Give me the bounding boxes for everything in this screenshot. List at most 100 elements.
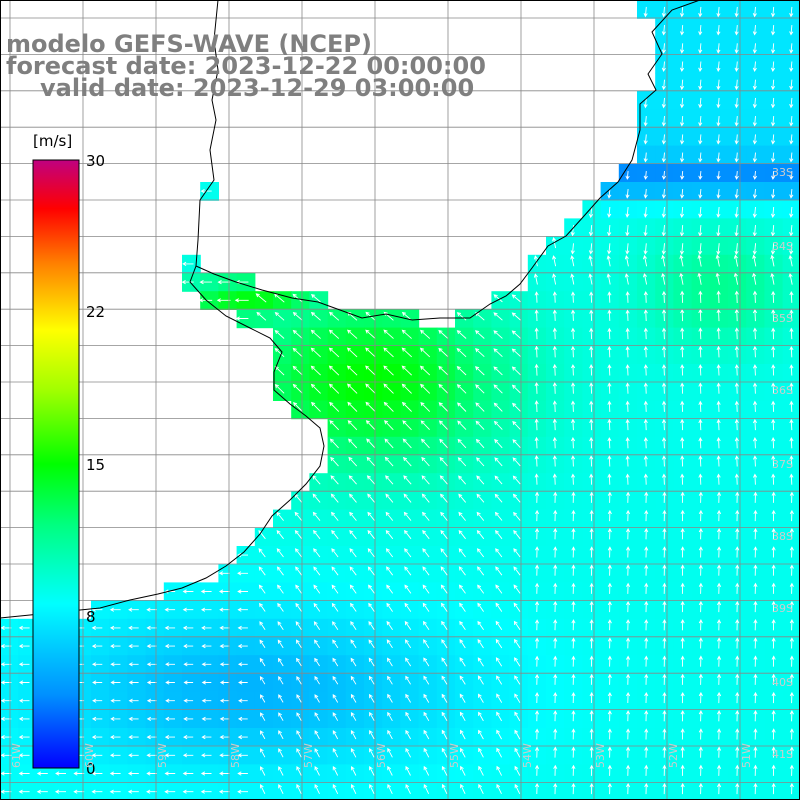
wind-arrow: [661, 189, 666, 199]
wind-arrow: [607, 582, 612, 594]
wind-arrow: [310, 347, 321, 358]
wind-arrow: [716, 364, 721, 376]
wind-arrow: [643, 473, 648, 485]
wind-arrow: [419, 347, 431, 358]
wind-arrow: [698, 225, 703, 237]
wind-arrow: [607, 189, 612, 199]
wind-arrow: [716, 25, 721, 36]
wind-arrow: [770, 225, 776, 237]
wind-arrow: [439, 456, 448, 467]
wind-arrow: [753, 546, 758, 558]
wind-arrow: [552, 400, 557, 413]
wind-arrow: [662, 582, 667, 594]
wind-arrow: [643, 345, 648, 358]
wind-arrow: [331, 529, 339, 540]
wind-arrow: [589, 509, 594, 522]
wind-arrow: [404, 566, 412, 576]
wind-arrow: [310, 329, 321, 339]
wind-arrow: [716, 473, 721, 485]
wind-arrow: [182, 589, 194, 594]
wind-arrow: [789, 152, 794, 163]
wind-arrow: [607, 600, 612, 613]
wind-arrow: [679, 272, 684, 285]
speed-cell: [509, 782, 529, 800]
wind-arrow: [458, 493, 467, 503]
wind-arrow: [643, 152, 648, 163]
wind-arrow: [734, 6, 739, 18]
wind-arrow: [679, 25, 685, 36]
wind-arrow: [495, 529, 503, 540]
wind-arrow: [493, 330, 503, 339]
wind-arrow: [626, 509, 631, 522]
wind-arrow: [494, 511, 503, 521]
wind-arrow: [438, 365, 449, 376]
colorbar-tick: 22: [86, 303, 106, 321]
wind-arrow: [366, 475, 376, 485]
wind-arrow: [679, 243, 684, 255]
wind-arrow: [770, 243, 776, 255]
wind-arrow: [715, 254, 720, 267]
wind-arrow: [589, 327, 594, 340]
wind-arrow: [552, 236, 557, 249]
wind-arrow: [625, 473, 630, 485]
wind-arrow: [752, 43, 757, 54]
wind-arrow: [717, 528, 722, 540]
wind-arrow: [607, 528, 612, 540]
wind-arrow: [716, 134, 721, 145]
wind-arrow: [626, 564, 631, 576]
wind-arrow: [386, 566, 394, 576]
wind-arrow: [717, 509, 722, 522]
speed-cell: [254, 782, 274, 800]
wind-arrow: [716, 43, 721, 54]
wind-arrow: [789, 528, 794, 540]
wind-arrow: [146, 607, 157, 612]
wind-arrow: [716, 345, 721, 358]
speed-cell: [436, 782, 456, 800]
wind-arrow: [589, 418, 594, 431]
wind-arrow: [717, 564, 722, 576]
wind-arrow: [717, 582, 722, 594]
wind-arrow: [752, 225, 757, 237]
wind-arrow: [401, 347, 413, 358]
wind-arrow: [643, 243, 648, 255]
wind-arrow: [789, 473, 794, 485]
wind-arrow: [383, 365, 394, 376]
wind-arrow: [475, 438, 485, 449]
wind-arrow: [662, 491, 667, 503]
wind-arrow: [625, 189, 630, 199]
wind-arrow: [274, 384, 285, 394]
colorbar: [32, 159, 80, 769]
wind-arrow: [716, 308, 721, 322]
wind-arrow: [277, 584, 284, 594]
wind-arrow: [752, 308, 758, 322]
wind-arrow: [771, 437, 776, 449]
wind-arrow: [716, 171, 721, 180]
wind-arrow: [552, 363, 557, 376]
wind-arrow: [328, 383, 340, 394]
wind-arrow: [493, 294, 503, 303]
wind-arrow: [493, 384, 503, 394]
wind-arrow: [552, 345, 557, 358]
wind-arrow: [771, 473, 776, 485]
wind-arrow: [552, 473, 557, 485]
wind-arrow: [589, 309, 594, 321]
wind-arrow: [644, 564, 649, 576]
wind-arrow: [661, 134, 666, 145]
wind-arrow: [789, 582, 794, 594]
wind-arrow: [511, 348, 521, 357]
wind-arrow: [698, 6, 703, 18]
wind-arrow: [513, 548, 521, 558]
wind-arrow: [625, 225, 630, 237]
wind-arrow: [457, 457, 467, 467]
wind-arrow: [771, 564, 776, 576]
wind-arrow: [476, 493, 485, 503]
wind-arrow: [553, 528, 558, 540]
wind-arrow: [607, 509, 612, 522]
wind-arrow: [716, 206, 721, 218]
wind-arrow: [219, 607, 230, 612]
wind-arrow: [679, 206, 685, 218]
lat-label: 33S: [772, 166, 793, 179]
wind-arrow: [294, 511, 303, 521]
wind-arrow: [752, 152, 757, 163]
wind-arrow: [534, 418, 539, 431]
